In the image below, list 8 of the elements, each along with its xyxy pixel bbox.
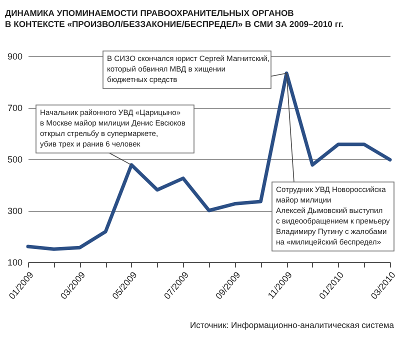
y-tick-label: 100 (7, 258, 22, 268)
chart-title: ДИНАМИКА УПОМИНАЕМОСТИ ПРАВООХРАНИТЕЛЬНЫХ ОРГАНОВ В КОНТЕКСТЕ «ПРОИЗВОЛ/БЕЗЗАКОНИЕ/БЕСПРЕДЕЛ» В СМИ ЗА 2009–2010 гг. (5, 8, 344, 29)
y-tick-label: 700 (7, 103, 22, 113)
y-tick-label: 300 (7, 206, 22, 216)
y-tick-label: 500 (7, 154, 22, 164)
text: Источник: Информационно-аналитическая система (190, 320, 394, 330)
y-tick-label: 900 (7, 52, 22, 62)
line-series (26, 72, 392, 251)
